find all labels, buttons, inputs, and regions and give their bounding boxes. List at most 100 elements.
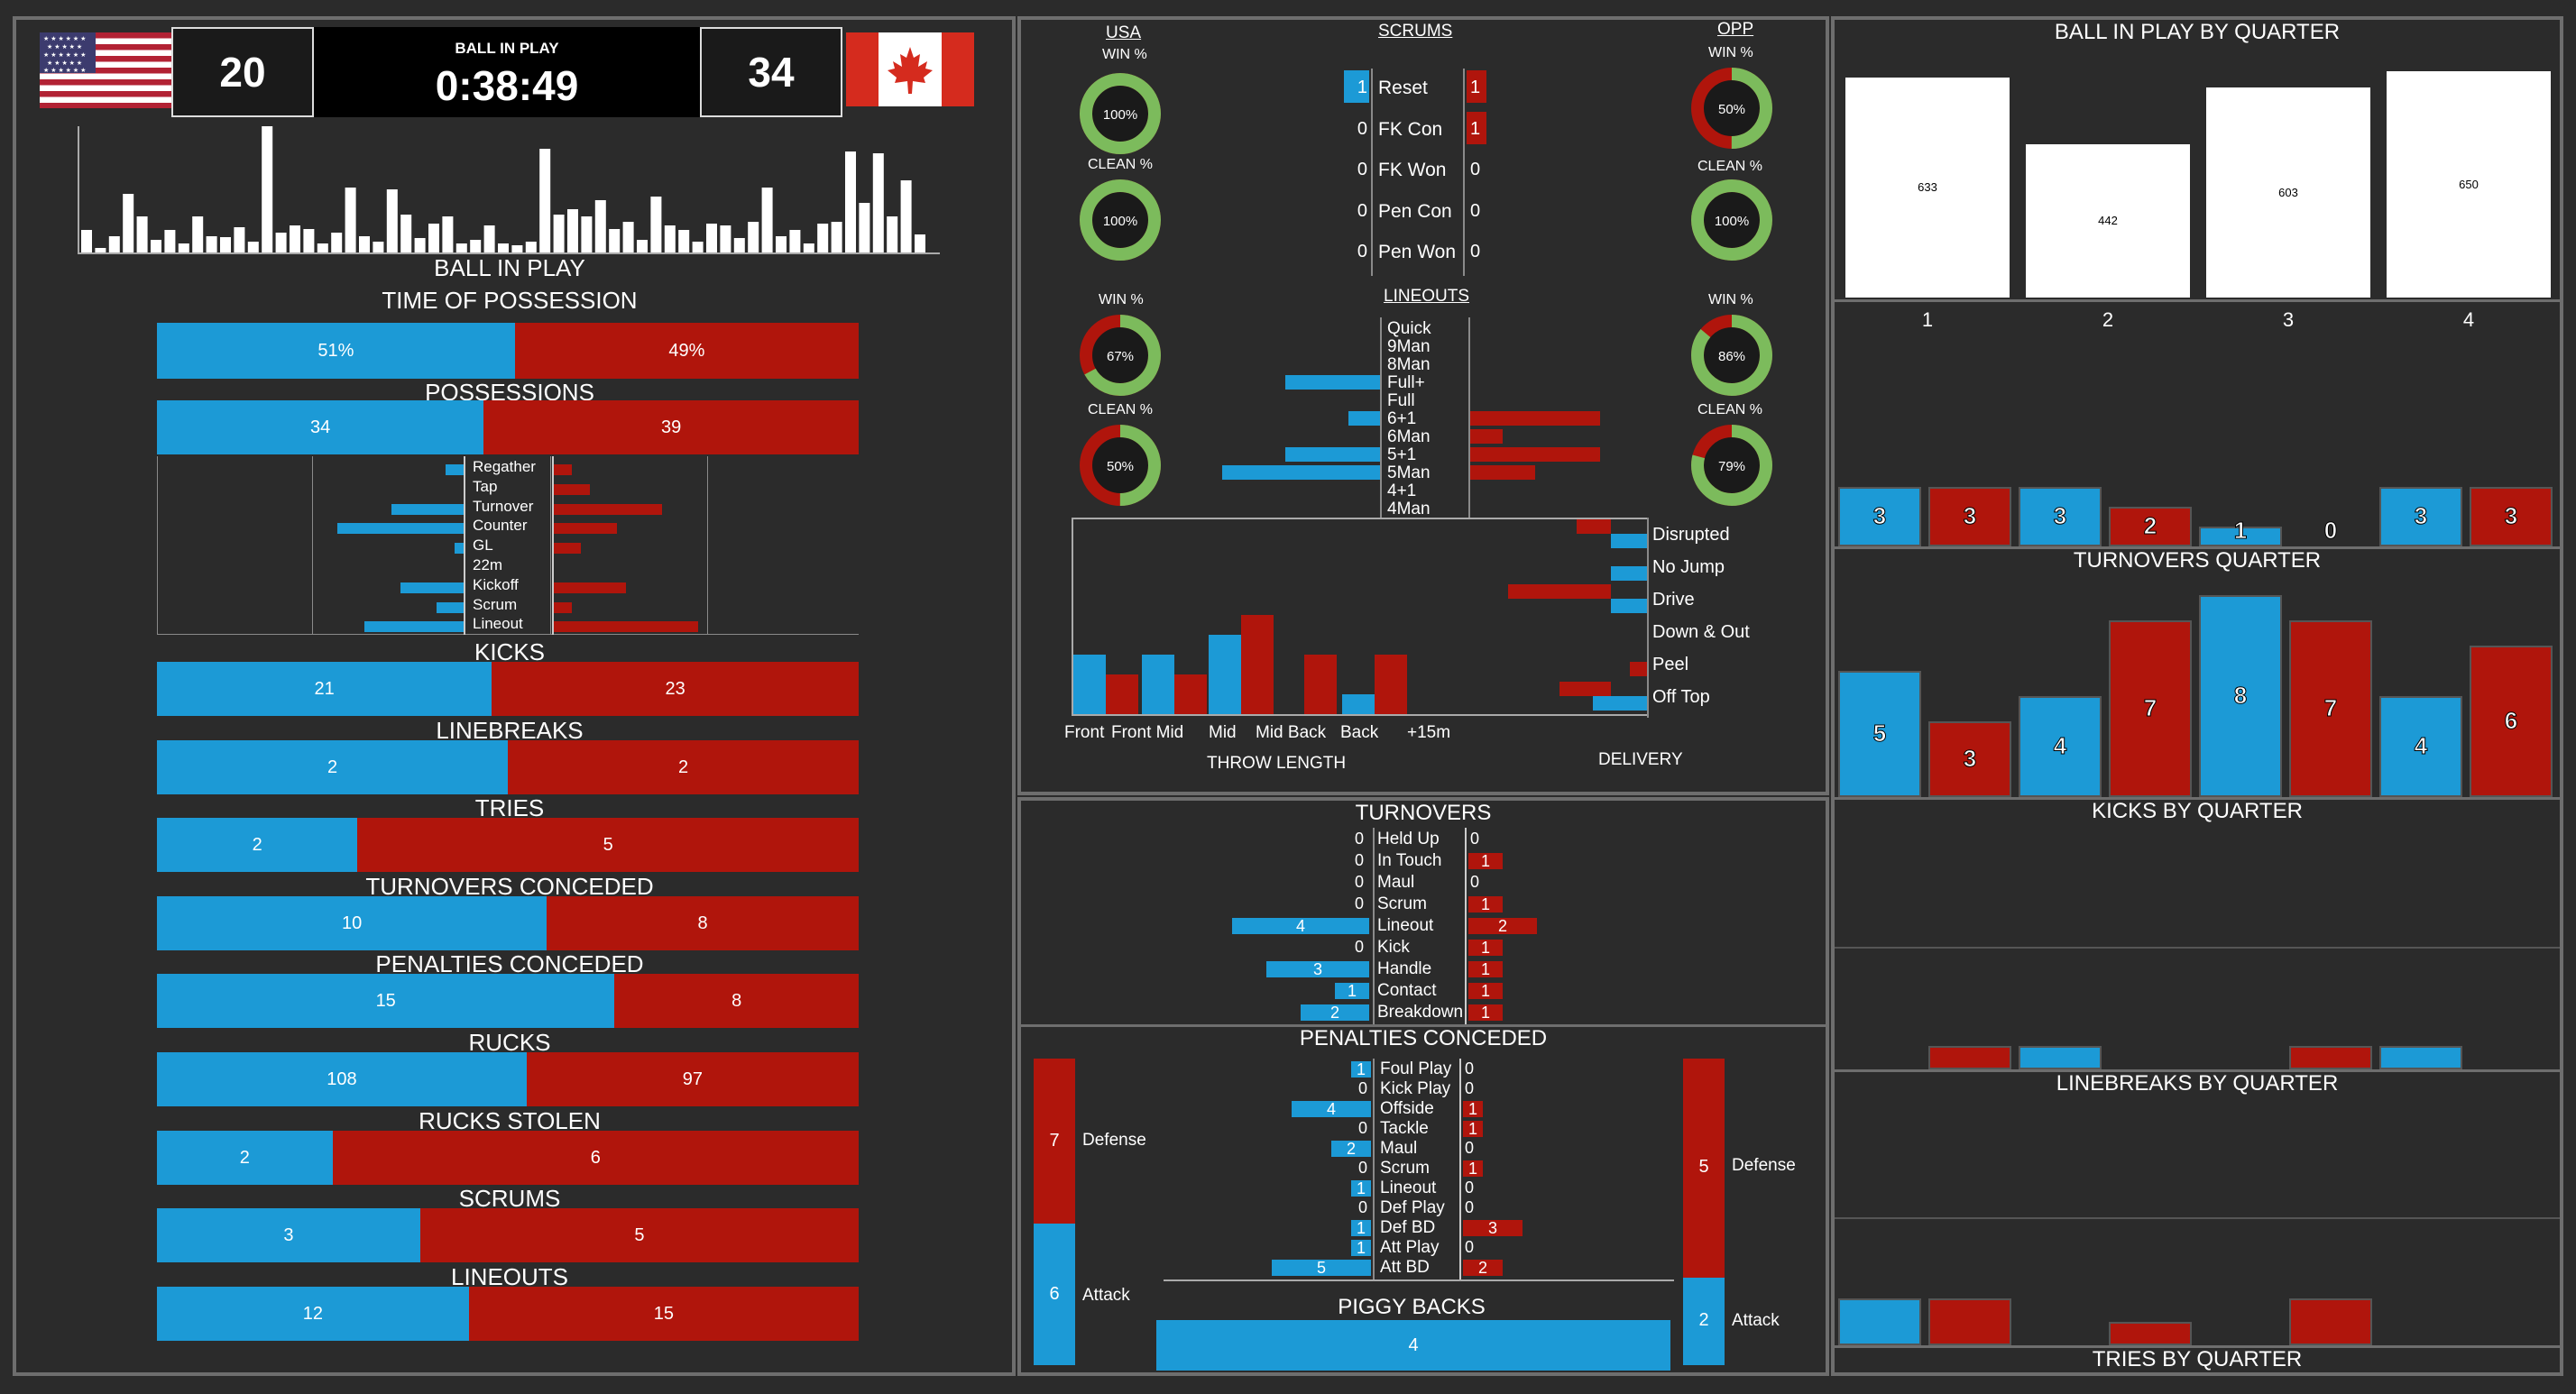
- penalty-home-value: 0: [1357, 1159, 1367, 1177]
- bip-bar: [247, 242, 259, 252]
- turnovers-chart: 0 Held Up 0 0 In Touch 1 0 Maul 0 0 Scrum 1 4 Lineout…: [1173, 828, 1587, 1026]
- q-kicks-away-bar: [2109, 620, 2192, 797]
- q-kicks-home-value: 4: [2053, 732, 2067, 760]
- bip-bar: [178, 243, 189, 252]
- penalty-away-value: 0: [1465, 1139, 1475, 1157]
- linebreaks-quarter-title: LINEBREAKS BY QUARTER: [2056, 1071, 2339, 1096]
- lineout-opp-clean-ring: 79%: [1690, 424, 1773, 511]
- q-kicks-away-bar: [2289, 620, 2372, 797]
- turnovers-conceded-home-bar: 10: [157, 895, 547, 950]
- q-kicks-home-bar: [2019, 696, 2102, 797]
- turnover-label: In Touch: [1377, 851, 1442, 870]
- delivery-away-bar: [1559, 682, 1611, 696]
- lineout-type-label: Quick: [1387, 319, 1431, 338]
- turnover-label: Breakdown: [1377, 1003, 1464, 1022]
- bip-bar: [442, 216, 454, 252]
- top-home-value: 51%: [317, 341, 354, 361]
- bip-quarter-bar: 650: [2387, 71, 2551, 298]
- turnover-away-value: 1: [1480, 1004, 1490, 1022]
- turnover-away-value: 0: [1470, 830, 1480, 848]
- lineout-type-away-bar: [1470, 429, 1503, 444]
- ring-value: 67%: [1107, 349, 1134, 364]
- delivery-label: Peel: [1652, 655, 1689, 674]
- bip-quarter-tick: 4: [2462, 308, 2475, 331]
- ring-value: 79%: [1718, 459, 1745, 474]
- scrum-home-value: 0: [1357, 200, 1367, 221]
- q-kicks-away-value: 6: [2504, 707, 2518, 735]
- bip-bar: [859, 203, 870, 252]
- penalties-baseline: [1164, 1279, 1674, 1281]
- delivery-label: Down & Out: [1652, 622, 1750, 642]
- scrum-usa-win-ring: 100%: [1079, 72, 1162, 160]
- tries-home-value: 2: [252, 835, 262, 856]
- lineout-type-label: 4+1: [1387, 481, 1417, 500]
- lineout-type-label: 4Man: [1387, 500, 1431, 518]
- bip-bar: [275, 233, 287, 252]
- bip-bar: [900, 180, 912, 252]
- home-score-box: 20: [171, 27, 314, 117]
- penalty-away-value: 1: [1467, 1100, 1477, 1118]
- rucks-stolen-away-value: 6: [590, 1147, 601, 1168]
- delivery-home-bar: [1611, 566, 1647, 581]
- kicks-label: KICKS: [474, 638, 546, 665]
- bip-bar: [664, 225, 676, 252]
- penalty-home-value: 2: [1346, 1140, 1356, 1158]
- rucks-home-value: 108: [327, 1069, 357, 1089]
- penalties-conceded-home-value: 15: [375, 991, 396, 1012]
- home-attack-bar: 6: [1034, 1224, 1075, 1365]
- delivery-label: Disrupted: [1652, 525, 1730, 545]
- q-kicks-home-value: 5: [1872, 720, 1887, 747]
- kicks-away-value: 23: [665, 679, 685, 699]
- home-attack-label: Attack: [1082, 1286, 1130, 1305]
- q-divider-6: [1835, 1217, 2560, 1219]
- scrum-home-bar: [1344, 70, 1369, 103]
- scrum-away-bar: [1467, 111, 1486, 144]
- q-turnovers-away-bar: [2109, 507, 2192, 546]
- kicks-away-bar: 23: [492, 662, 859, 716]
- ptype-label: Tap: [473, 477, 498, 495]
- penalties-conceded-away-value: 8: [731, 991, 742, 1012]
- penalty-home-value: 4: [1326, 1100, 1336, 1118]
- throw-away-bar: [1304, 655, 1337, 714]
- bip-bar: [609, 229, 621, 252]
- bip-bar: [539, 149, 551, 252]
- opp-label: OPP: [1717, 20, 1754, 39]
- linebreaks-quarter-chart: [1835, 949, 2560, 1069]
- tries-quarter-chart: [1835, 1219, 2560, 1345]
- bip-bar: [748, 222, 759, 252]
- lineout-usa-clean-label: CLEAN %: [1088, 402, 1154, 417]
- delivery-label: Drive: [1652, 590, 1695, 610]
- turnovers-quarter-title: TURNOVERS QUARTER: [2073, 548, 2322, 573]
- q-divider-3: [1835, 797, 2560, 800]
- scrums-home-value: 3: [283, 1225, 294, 1246]
- delivery-home-bar: [1593, 696, 1647, 711]
- home-defense-bar: 7: [1034, 1059, 1075, 1224]
- bip-quarter-tick: 1: [1921, 308, 1934, 331]
- away-defense-bar: 5: [1683, 1059, 1725, 1278]
- throw-length-tick: Back: [1340, 723, 1379, 742]
- throw-length-tick: Mid Back: [1256, 723, 1327, 742]
- penalty-label: Offside: [1380, 1099, 1434, 1118]
- possession-types-chart: Regather Tap Turnover Counter GL 22m Kickoff Sc…: [157, 456, 859, 635]
- ptype-away-bar: [554, 483, 590, 495]
- pos-away-bar: [483, 400, 859, 454]
- penalty-home-bar: 1: [1351, 1219, 1371, 1237]
- scrums-away-bar: 5: [419, 1208, 859, 1263]
- lineout-opp-clean-label: CLEAN %: [1697, 402, 1763, 417]
- lineout-type-away-bar: [1470, 411, 1600, 426]
- tries-quarter-title: TRIES BY QUARTER: [2092, 1347, 2303, 1371]
- turnover-home-value: 0: [1354, 830, 1364, 848]
- q-tries-away-bar: [2109, 1322, 2192, 1345]
- ptype-label: 22m: [473, 556, 503, 573]
- ring-value: 50%: [1107, 459, 1134, 474]
- ptype-away-bar: [554, 582, 626, 593]
- turnover-away-bar: 1: [1468, 960, 1503, 978]
- lineout-opp-win-ring: 86%: [1690, 314, 1773, 401]
- scrum-opp-win-ring: 50%: [1690, 67, 1773, 154]
- lineout-type-label: Full: [1387, 391, 1415, 410]
- clock-box: BALL IN PLAY 0:38:49: [314, 27, 700, 117]
- turnover-home-value: 0: [1354, 873, 1364, 891]
- bip-bar: [567, 209, 578, 252]
